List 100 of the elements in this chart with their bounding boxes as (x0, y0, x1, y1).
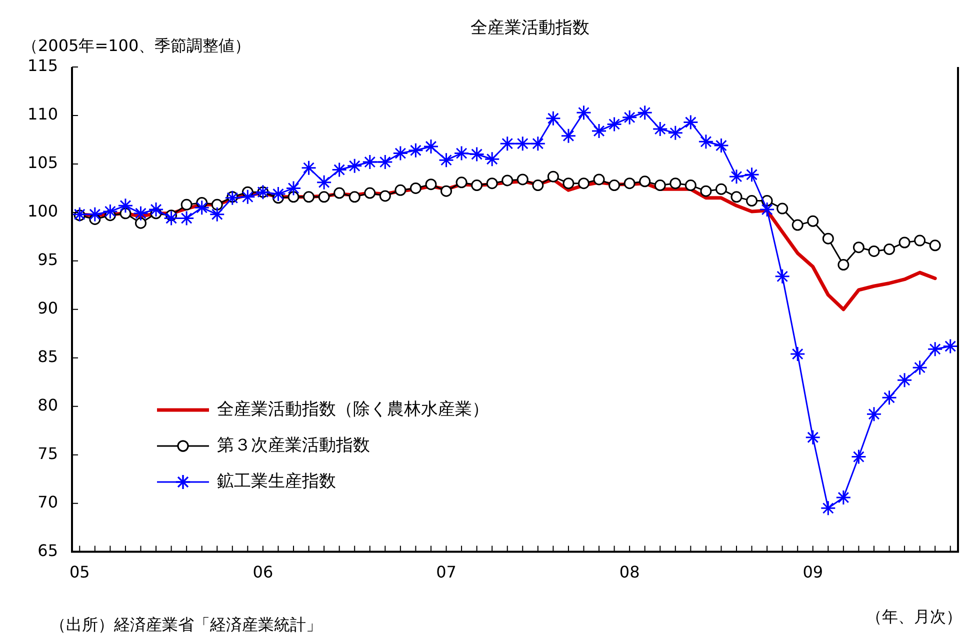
point (744, 166, 760, 182)
point (394, 184, 406, 196)
point (776, 202, 788, 214)
point (530, 136, 546, 152)
point (180, 198, 192, 210)
point (377, 154, 393, 170)
point (576, 104, 592, 120)
point (790, 346, 806, 362)
x-tick-label: 06 (252, 562, 274, 582)
point (423, 138, 439, 154)
chart-title: 全産業活動指数 (470, 18, 590, 38)
point (560, 128, 576, 144)
point (730, 191, 742, 203)
point (547, 170, 559, 182)
x-axis-title: （年、月次） (866, 607, 962, 626)
point (438, 152, 454, 168)
point (668, 125, 684, 141)
point (410, 182, 422, 194)
point (608, 180, 620, 192)
point (698, 134, 714, 150)
point (72, 206, 88, 222)
point (820, 500, 836, 516)
point (301, 160, 317, 176)
point (792, 219, 804, 231)
y-tick-label: 115 (27, 56, 58, 76)
point (134, 217, 146, 229)
y-tick-label: 85 (38, 347, 58, 366)
point (884, 244, 896, 256)
point (194, 200, 210, 216)
point (866, 406, 882, 422)
point (914, 234, 926, 246)
point (440, 185, 452, 197)
point (362, 154, 378, 170)
point (334, 187, 346, 199)
legend-label: 鉱工業生産指数 (217, 471, 336, 492)
point (624, 178, 636, 190)
point (502, 174, 514, 186)
point (591, 123, 607, 139)
point (211, 198, 223, 210)
point (578, 178, 590, 190)
point (852, 242, 864, 254)
point (746, 195, 758, 207)
x-tick-label: 08 (619, 562, 640, 582)
point (408, 142, 424, 158)
point (379, 190, 391, 202)
point (838, 259, 850, 271)
point (240, 189, 256, 205)
point (270, 186, 286, 202)
point (684, 180, 696, 192)
point (929, 240, 941, 252)
point (318, 191, 330, 203)
point (332, 162, 348, 178)
point (807, 215, 819, 227)
point (670, 178, 682, 190)
y-axis-title: （2005年=100、季節調整値） (22, 36, 251, 55)
legend-label: 第３次産業活動指数 (217, 435, 370, 456)
point (882, 390, 898, 406)
point (622, 110, 638, 126)
point (822, 232, 834, 244)
point (87, 206, 103, 222)
point (682, 114, 698, 130)
point (532, 180, 544, 192)
point (774, 268, 790, 284)
y-tick-label: 105 (27, 153, 58, 172)
point (898, 236, 910, 248)
point (364, 187, 376, 199)
point (516, 174, 528, 186)
y-tick-label: 95 (38, 250, 58, 270)
point (850, 449, 866, 465)
point (700, 185, 712, 197)
point (500, 136, 516, 152)
x-tick-label: 07 (436, 562, 456, 582)
point (912, 360, 928, 376)
x-tick-label: 09 (802, 562, 824, 582)
point (836, 490, 852, 506)
point (392, 146, 408, 162)
point (942, 338, 958, 354)
point (118, 198, 134, 214)
point (805, 430, 821, 446)
y-tick-label: 100 (27, 202, 58, 221)
legend-label: 全産業活動指数（除く農林水産業） (217, 399, 489, 420)
point (715, 183, 727, 195)
point (454, 146, 470, 162)
y-tick-label: 110 (27, 104, 58, 124)
point (288, 191, 300, 203)
y-tick-label: 90 (38, 298, 58, 318)
point (224, 190, 240, 206)
point (102, 204, 118, 220)
point (471, 180, 483, 192)
point (209, 206, 225, 222)
point (148, 202, 164, 218)
text: （出所）経済産業省「経済産業統計」 (50, 615, 322, 634)
y-tick-label: 65 (38, 540, 58, 560)
point (303, 191, 315, 203)
point (652, 121, 668, 137)
point (637, 104, 653, 120)
y-tick-label: 70 (38, 492, 58, 512)
x-tick-label: 05 (69, 562, 90, 582)
point (927, 341, 943, 357)
point (713, 138, 729, 154)
